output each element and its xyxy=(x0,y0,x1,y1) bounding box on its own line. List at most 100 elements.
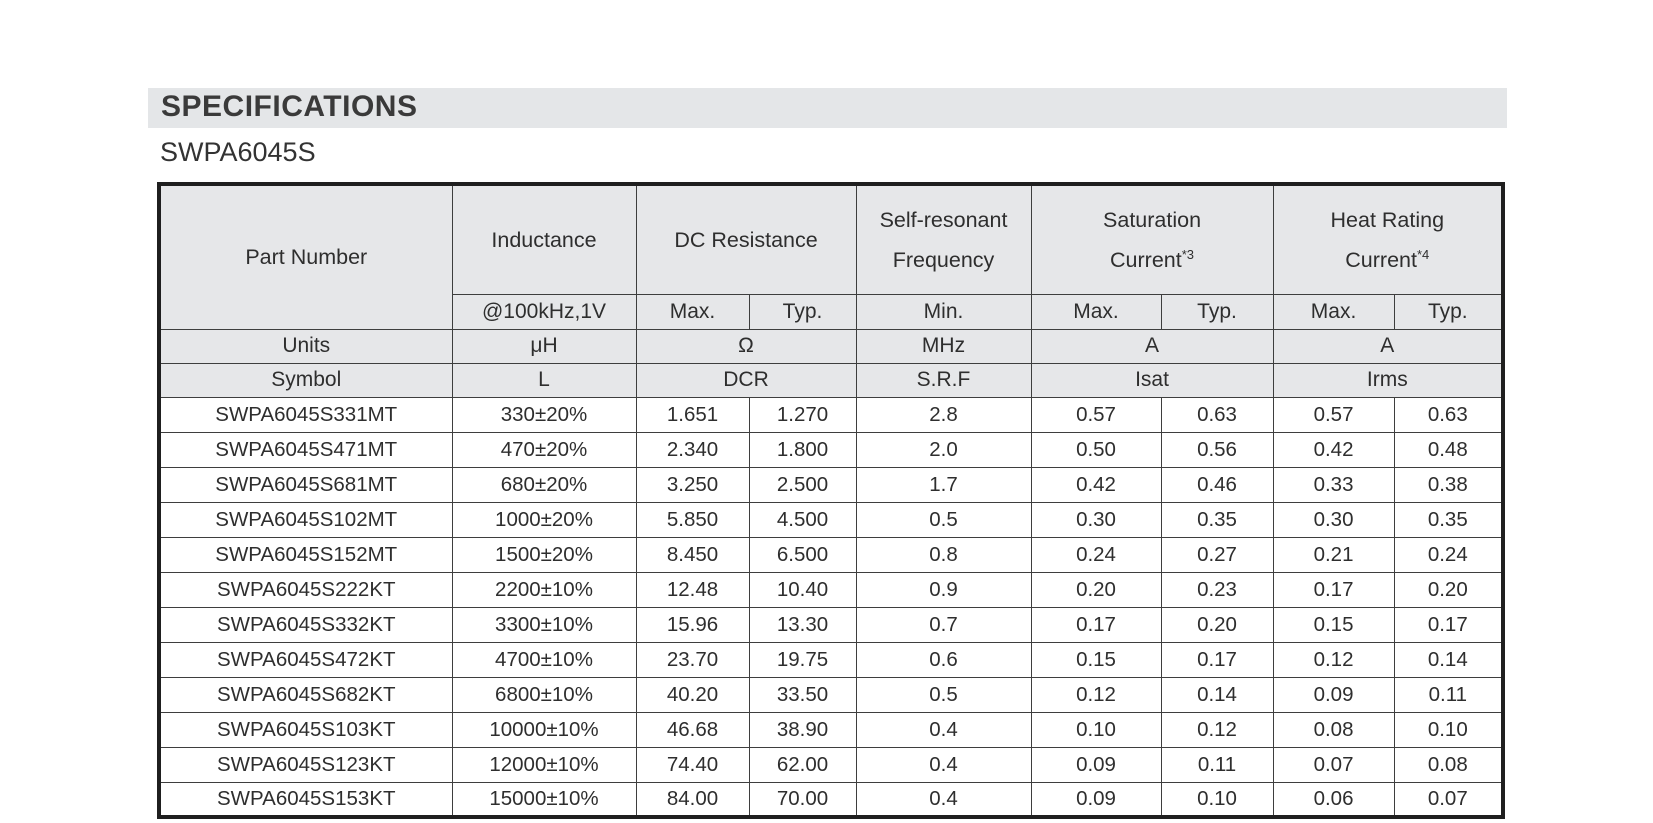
header-line-2: Frequency xyxy=(892,247,995,272)
dcr-max-cell: 46.68 xyxy=(635,711,750,748)
inductance-cell: 10000±10% xyxy=(451,711,637,748)
irms-typ-cell: 0.07 xyxy=(1393,781,1504,818)
header-line-1: Heat Rating xyxy=(1330,207,1445,232)
isat-typ-cell: 0.46 xyxy=(1160,466,1274,503)
specifications-table: Part Number Inductance DC Resistance Sel… xyxy=(157,182,1506,819)
irms-typ-cell: 0.17 xyxy=(1393,606,1504,643)
isat-typ-cell: 0.63 xyxy=(1160,396,1274,433)
symbol-srf: S.R.F xyxy=(855,362,1032,398)
part-number-cell: SWPA6045S123KT xyxy=(158,746,453,783)
dcr-typ-cell: 13.30 xyxy=(748,606,857,643)
srf-min-cell: 2.0 xyxy=(855,431,1032,468)
irms-max-cell: 0.07 xyxy=(1272,746,1395,783)
srf-min-cell: 2.8 xyxy=(855,396,1032,433)
inductance-cell: 1000±20% xyxy=(451,501,637,538)
subheader-dcr-typ: Typ. xyxy=(748,293,857,330)
irms-typ-cell: 0.48 xyxy=(1393,431,1504,468)
isat-max-cell: 0.10 xyxy=(1030,711,1162,748)
irms-typ-cell: 0.14 xyxy=(1393,641,1504,678)
isat-max-cell: 0.42 xyxy=(1030,466,1162,503)
subheader-irms-typ: Typ. xyxy=(1393,293,1504,330)
subheader-isat-typ: Typ. xyxy=(1160,293,1274,330)
isat-max-cell: 0.24 xyxy=(1030,536,1162,573)
part-number-cell: SWPA6045S103KT xyxy=(158,711,453,748)
subheader-irms-max: Max. xyxy=(1272,293,1395,330)
units-label: Units xyxy=(158,328,453,364)
isat-max-cell: 0.57 xyxy=(1030,396,1162,433)
header-line-2: Current*3 xyxy=(1110,246,1195,272)
header-line-2: Current*4 xyxy=(1345,246,1430,272)
table-row: SWPA6045S152MT 1500±20% 8.450 6.500 0.8 … xyxy=(158,536,1504,573)
irms-typ-cell: 0.20 xyxy=(1393,571,1504,608)
dcr-typ-cell: 10.40 xyxy=(748,571,857,608)
dcr-max-cell: 8.450 xyxy=(635,536,750,573)
irms-max-cell: 0.08 xyxy=(1272,711,1395,748)
irms-max-cell: 0.06 xyxy=(1272,781,1395,818)
header-line-1: Saturation xyxy=(1103,207,1202,232)
part-number-cell: SWPA6045S152MT xyxy=(158,536,453,573)
dcr-typ-cell: 1.800 xyxy=(748,431,857,468)
dcr-max-cell: 74.40 xyxy=(635,746,750,783)
inductance-cell: 2200±10% xyxy=(451,571,637,608)
table-row: SWPA6045S222KT 2200±10% 12.48 10.40 0.9 … xyxy=(158,571,1504,608)
irms-max-cell: 0.42 xyxy=(1272,431,1395,468)
subheader-inductance-condition: @100kHz,1V xyxy=(451,293,637,330)
isat-max-cell: 0.09 xyxy=(1030,746,1162,783)
dcr-max-cell: 23.70 xyxy=(635,641,750,678)
srf-min-cell: 0.5 xyxy=(855,501,1032,538)
part-number-cell: SWPA6045S471MT xyxy=(158,431,453,468)
inductance-cell: 6800±10% xyxy=(451,676,637,713)
isat-typ-cell: 0.10 xyxy=(1160,781,1274,818)
srf-min-cell: 0.8 xyxy=(855,536,1032,573)
dcr-typ-cell: 70.00 xyxy=(748,781,857,818)
irms-max-cell: 0.15 xyxy=(1272,606,1395,643)
srf-min-cell: 0.7 xyxy=(855,606,1032,643)
isat-typ-cell: 0.27 xyxy=(1160,536,1274,573)
header-line-1: Self-resonant xyxy=(879,207,1008,232)
irms-max-cell: 0.12 xyxy=(1272,641,1395,678)
table-row: SWPA6045S153KT 15000±10% 84.00 70.00 0.4… xyxy=(158,781,1504,818)
subheader-isat-max: Max. xyxy=(1030,293,1162,330)
isat-typ-cell: 0.23 xyxy=(1160,571,1274,608)
irms-typ-cell: 0.11 xyxy=(1393,676,1504,713)
units-srf: MHz xyxy=(855,328,1032,364)
srf-min-cell: 0.4 xyxy=(855,781,1032,818)
isat-max-cell: 0.30 xyxy=(1030,501,1162,538)
inductance-cell: 1500±20% xyxy=(451,536,637,573)
symbol-row: Symbol L DCR S.R.F Isat Irms xyxy=(158,362,1504,398)
subheader-srf-min: Min. xyxy=(855,293,1032,330)
symbol-isat: Isat xyxy=(1030,362,1274,398)
isat-max-cell: 0.17 xyxy=(1030,606,1162,643)
section-title: SPECIFICATIONS xyxy=(161,90,418,123)
dcr-max-cell: 12.48 xyxy=(635,571,750,608)
dcr-typ-cell: 6.500 xyxy=(748,536,857,573)
table-row: SWPA6045S123KT 12000±10% 74.40 62.00 0.4… xyxy=(158,746,1504,783)
isat-max-cell: 0.50 xyxy=(1030,431,1162,468)
table-row: SWPA6045S103KT 10000±10% 46.68 38.90 0.4… xyxy=(158,711,1504,748)
header-row-sub: @100kHz,1V Max. Typ. Min. Max. Typ. Max.… xyxy=(159,293,1504,330)
part-number-cell: SWPA6045S472KT xyxy=(158,641,453,678)
dcr-typ-cell: 1.270 xyxy=(748,396,857,433)
dcr-max-cell: 2.340 xyxy=(635,431,750,468)
dcr-max-cell: 1.651 xyxy=(635,396,750,433)
irms-max-cell: 0.21 xyxy=(1272,536,1395,573)
section-title-bar: SPECIFICATIONS xyxy=(148,88,1507,128)
part-number-cell: SWPA6045S102MT xyxy=(158,501,453,538)
units-inductance: μH xyxy=(451,328,637,364)
inductance-cell: 680±20% xyxy=(451,466,637,503)
irms-max-cell: 0.57 xyxy=(1272,396,1395,433)
table-row: SWPA6045S102MT 1000±20% 5.850 4.500 0.5 … xyxy=(158,501,1504,538)
dcr-typ-cell: 62.00 xyxy=(748,746,857,783)
isat-typ-cell: 0.35 xyxy=(1160,501,1274,538)
isat-max-cell: 0.15 xyxy=(1030,641,1162,678)
irms-typ-cell: 0.35 xyxy=(1393,501,1504,538)
part-number-cell: SWPA6045S153KT xyxy=(158,781,453,818)
part-number-cell: SWPA6045S222KT xyxy=(158,571,453,608)
irms-typ-cell: 0.24 xyxy=(1393,536,1504,573)
srf-min-cell: 0.9 xyxy=(855,571,1032,608)
units-irms: A xyxy=(1272,328,1504,364)
irms-max-cell: 0.09 xyxy=(1272,676,1395,713)
units-row: Units μH Ω MHz A A xyxy=(158,328,1504,364)
part-number-cell: SWPA6045S331MT xyxy=(158,396,453,433)
